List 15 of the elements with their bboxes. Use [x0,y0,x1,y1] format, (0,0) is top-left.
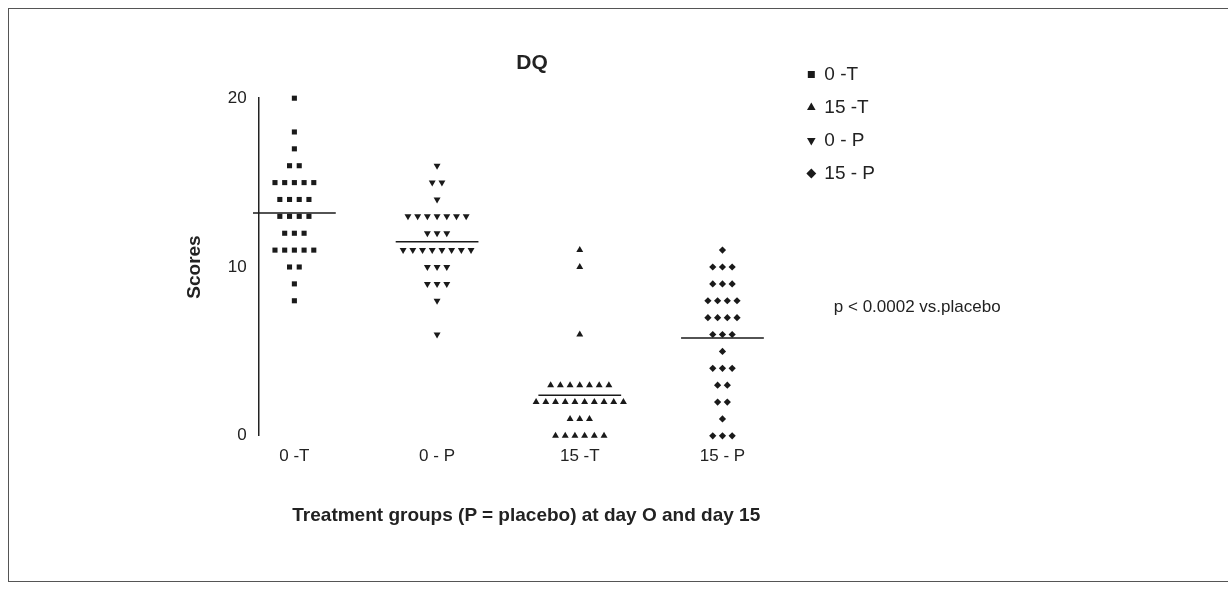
y-tick-label: 10 [227,256,247,276]
text: p < 0.0002 vs.placebo [833,297,1001,317]
x-tick-label: 0 - P [419,445,456,465]
x-axis-title: Treatment groups (P = placebo) at day O and day 15 [292,503,761,525]
y-tick-label: 0 [237,425,247,445]
x-tick-label: 15 - P [699,445,746,465]
legend-label: 0 -T [824,62,859,84]
legend-label: 15 -T [824,95,870,117]
x-tick-label: 0 -T [279,445,310,465]
y-tick-label: 20 [227,87,247,107]
legend-label: 15 - P [824,161,876,183]
x-tick-label: 15 -T [559,445,600,465]
y-axis-title: Scores [182,235,204,299]
legend-label: 0 - P [824,128,865,150]
chart-title: DQ [516,50,548,74]
